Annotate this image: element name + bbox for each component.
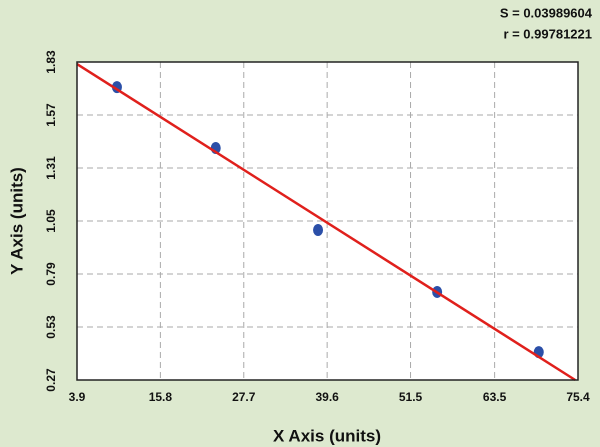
y-tick-label: 0.27 [44,368,58,392]
x-tick-label: 51.5 [399,390,423,404]
x-tick-label: 63.5 [483,390,507,404]
stat-r: r = 0.99781221 [503,26,592,41]
fit-line [76,62,576,382]
x-axis-label: X Axis (units) [273,426,381,445]
x-tick-label: 39.6 [315,390,339,404]
stat-s: S = 0.03989604 [500,5,593,20]
x-tick-label: 75.4 [566,390,590,404]
plot-layer [76,61,579,382]
data-point [313,223,324,236]
x-tick-label: 15.8 [149,390,173,404]
x-tick-label: 3.9 [69,390,86,404]
plot-border [76,61,579,381]
y-tick-label: 0.53 [44,315,58,339]
y-tick-label: 1.83 [44,50,58,74]
x-tick-label: 27.7 [232,390,256,404]
y-tick-label: 1.05 [44,209,58,233]
y-tick-label: 1.31 [44,156,58,180]
y-tick-label: 1.57 [44,103,58,127]
y-axis-label: Y Axis (units) [7,167,26,275]
y-tick-label: 0.79 [44,262,58,286]
